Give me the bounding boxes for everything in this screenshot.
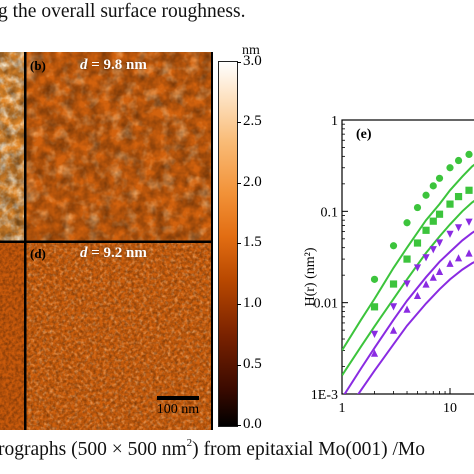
colorbar-label: 1.0 bbox=[243, 295, 262, 311]
colorbar-tick bbox=[237, 304, 241, 305]
data-point bbox=[454, 192, 463, 201]
data-point bbox=[454, 254, 463, 262]
data-point bbox=[446, 230, 454, 238]
afm-micrograph-grid: (b) d = 9.8 nm (d) d = 9.2 nm 100 nm bbox=[0, 52, 213, 430]
data-point bbox=[435, 239, 444, 247]
data-point bbox=[435, 174, 444, 182]
data-point bbox=[454, 156, 463, 165]
colorbar-label: 2.0 bbox=[243, 174, 262, 190]
data-point bbox=[429, 273, 437, 281]
data-point bbox=[422, 191, 430, 199]
chart-ylabel: H(r) (nm²) bbox=[303, 247, 318, 306]
chart-plot-frame bbox=[341, 119, 474, 395]
fit-line-0 bbox=[342, 163, 474, 351]
scale-bar-line bbox=[157, 396, 199, 400]
scale-bar: 100 nm bbox=[152, 396, 204, 418]
data-point bbox=[422, 254, 430, 262]
data-point bbox=[370, 303, 379, 311]
y-tick-label: 1 bbox=[331, 114, 338, 129]
caption-bottom-post: ) from epitaxial Mo(001) /Mo bbox=[192, 439, 426, 460]
colorbar bbox=[218, 61, 238, 427]
data-point bbox=[370, 330, 379, 338]
data-point bbox=[389, 326, 398, 334]
colorbar-label: 2.5 bbox=[243, 113, 262, 129]
data-point bbox=[454, 224, 463, 232]
data-point bbox=[446, 164, 454, 172]
colorbar-tick bbox=[237, 122, 241, 123]
fit-line-3 bbox=[357, 261, 474, 394]
colorbar-tick bbox=[237, 183, 241, 184]
panel-d-d-symbol: d bbox=[80, 245, 88, 261]
data-point bbox=[465, 186, 473, 194]
data-point bbox=[403, 305, 411, 313]
data-point bbox=[413, 203, 422, 212]
colorbar-tick bbox=[237, 425, 241, 426]
panel-b-label: (b) bbox=[30, 58, 46, 73]
chart-panel-label: (e) bbox=[356, 127, 372, 142]
panel-d-d-value: = 9.2 nm bbox=[87, 245, 147, 261]
data-point bbox=[403, 255, 411, 263]
x-tick-label: 10 bbox=[443, 401, 457, 416]
y-tick-label: 0.01 bbox=[314, 297, 339, 312]
data-point bbox=[422, 280, 430, 288]
colorbar-label: 0.5 bbox=[243, 356, 262, 372]
y-tick-label: 0.1 bbox=[321, 205, 339, 220]
data-point bbox=[403, 280, 411, 288]
colorbar-tick bbox=[237, 365, 241, 366]
colorbar-tick bbox=[237, 243, 241, 244]
data-point bbox=[370, 349, 379, 357]
x-tick-label: 1 bbox=[339, 401, 346, 416]
data-point bbox=[413, 291, 422, 300]
data-point bbox=[389, 303, 398, 311]
data-point bbox=[429, 182, 437, 190]
panel-d-label: (d) bbox=[30, 246, 46, 261]
caption-bottom-text: rographs (500 × 500 nm2) from epitaxial … bbox=[0, 436, 426, 460]
colorbar-unit: nm bbox=[242, 43, 260, 58]
fit-line-2 bbox=[343, 230, 474, 394]
data-point bbox=[389, 280, 398, 288]
data-point bbox=[413, 239, 422, 247]
caption-top-text: g the overall surface roughness. bbox=[0, 1, 246, 22]
data-point bbox=[435, 267, 444, 275]
data-point bbox=[465, 218, 473, 226]
data-point bbox=[446, 259, 454, 267]
y-tick-label: 1E-3 bbox=[311, 388, 338, 403]
data-point bbox=[465, 249, 473, 257]
colorbar-tick bbox=[237, 62, 241, 63]
data-point bbox=[422, 226, 430, 234]
data-point bbox=[370, 275, 379, 283]
scale-bar-label: 100 nm bbox=[156, 402, 200, 417]
colorbar-label: 1.5 bbox=[243, 234, 262, 250]
colorbar-label: 0.0 bbox=[243, 416, 262, 432]
panel-b-thickness: d = 9.8 nm bbox=[80, 57, 147, 74]
caption-bottom-sup: 2 bbox=[186, 436, 193, 449]
panel-b-d-symbol: d bbox=[80, 57, 88, 73]
data-point bbox=[403, 219, 411, 227]
panel-b-d-value: = 9.8 nm bbox=[87, 57, 147, 73]
data-point bbox=[429, 217, 437, 225]
afm-images bbox=[0, 52, 213, 430]
caption-bottom-pre: rographs (500 × 500 nm bbox=[0, 439, 187, 460]
data-point bbox=[389, 242, 398, 250]
data-point bbox=[446, 200, 454, 208]
fit-line-1 bbox=[342, 199, 474, 376]
colorbar-label: 3.0 bbox=[243, 53, 262, 69]
data-point bbox=[465, 150, 473, 159]
panel-d-thickness: d = 9.2 nm bbox=[80, 245, 147, 262]
chart-points bbox=[370, 150, 473, 357]
data-point bbox=[413, 264, 422, 272]
chart-fit-lines bbox=[342, 163, 474, 394]
data-point bbox=[435, 210, 444, 218]
data-point bbox=[429, 246, 437, 254]
